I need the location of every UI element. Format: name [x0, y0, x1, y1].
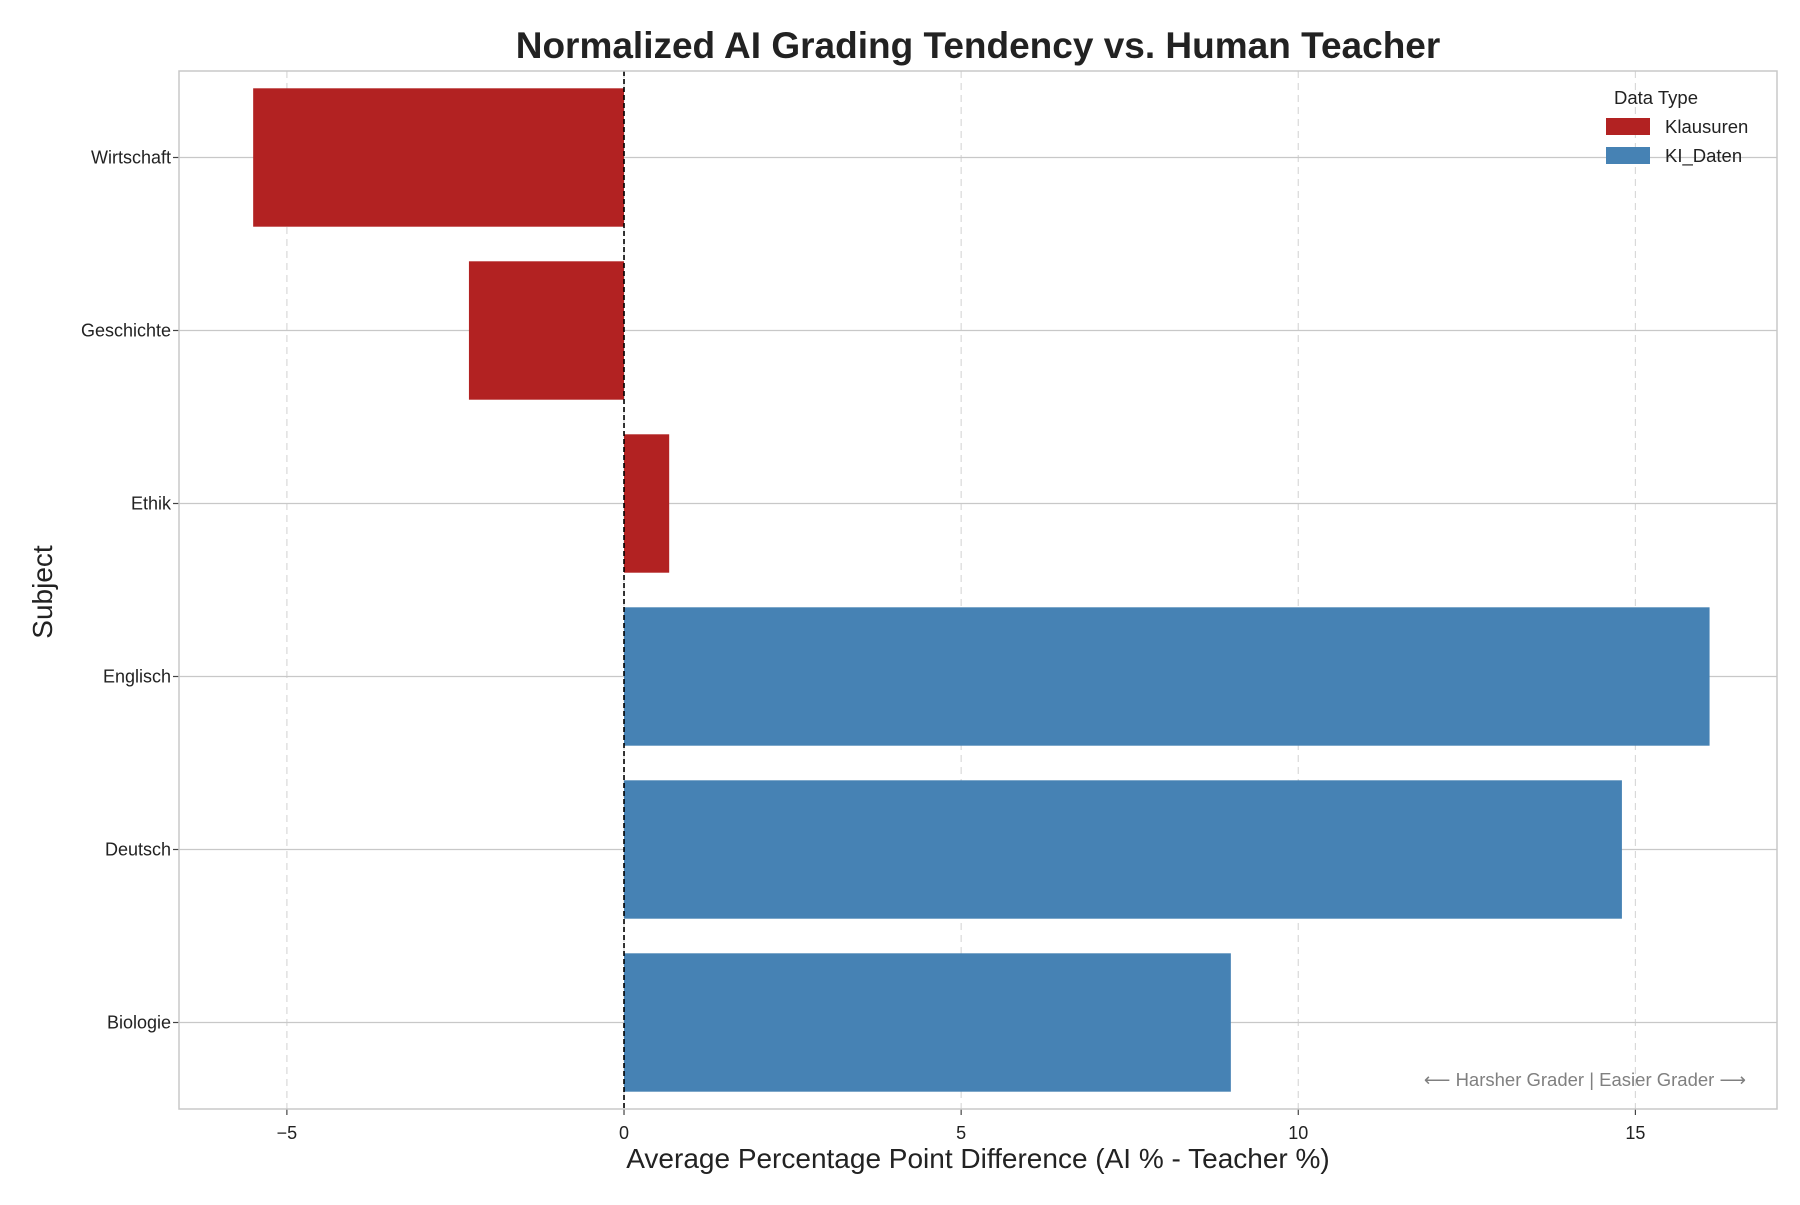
x-tick-label: 5: [956, 1123, 966, 1143]
plot-frame: [178, 70, 1778, 1110]
legend-label-klausuren: Klausuren: [1665, 116, 1748, 137]
legend-title: Data Type: [1614, 87, 1698, 108]
plot-layer: −5 0 5 10 15 Wirtschaft Geschichte Ethik Englisc…: [81, 70, 1778, 1143]
plot-area: [179, 71, 1777, 1109]
bar-wirtschaft: [253, 88, 625, 227]
bar-biologie: [624, 953, 1231, 1092]
y-tick-label-englisch: Englisch: [103, 667, 171, 687]
y-tick-label-geschichte: Geschichte: [81, 321, 171, 341]
y-tick-label-ethik: Ethik: [131, 494, 172, 514]
y-tick-label-wirtschaft: Wirtschaft: [91, 148, 171, 168]
legend-swatch-ki_daten: [1606, 147, 1650, 164]
chart-title: Normalized AI Grading Tendency vs. Human…: [516, 25, 1441, 66]
x-tick-label: 0: [619, 1123, 629, 1143]
bar-ethik: [624, 434, 670, 573]
bar-deutsch: [624, 780, 1622, 919]
bar-englisch: [624, 607, 1710, 746]
legend-swatch-klausuren: [1606, 118, 1650, 135]
bar-geschichte: [468, 261, 625, 400]
direction-annotation: ⟵ Harsher Grader | Easier Grader ⟶: [1424, 1069, 1746, 1090]
y-axis-label: Subject: [27, 545, 58, 639]
legend-label-ki_daten: KI_Daten: [1665, 145, 1742, 167]
legend: Data Type Klausuren KI_Daten: [1606, 87, 1748, 167]
x-tick-label: 15: [1625, 1123, 1645, 1143]
x-tick-label: −5: [277, 1123, 298, 1143]
x-tick-label: 10: [1288, 1123, 1308, 1143]
x-axis-label: Average Percentage Point Difference (AI …: [626, 1143, 1330, 1174]
y-tick-label-deutsch: Deutsch: [105, 840, 171, 860]
y-tick-label-biologie: Biologie: [107, 1013, 171, 1033]
